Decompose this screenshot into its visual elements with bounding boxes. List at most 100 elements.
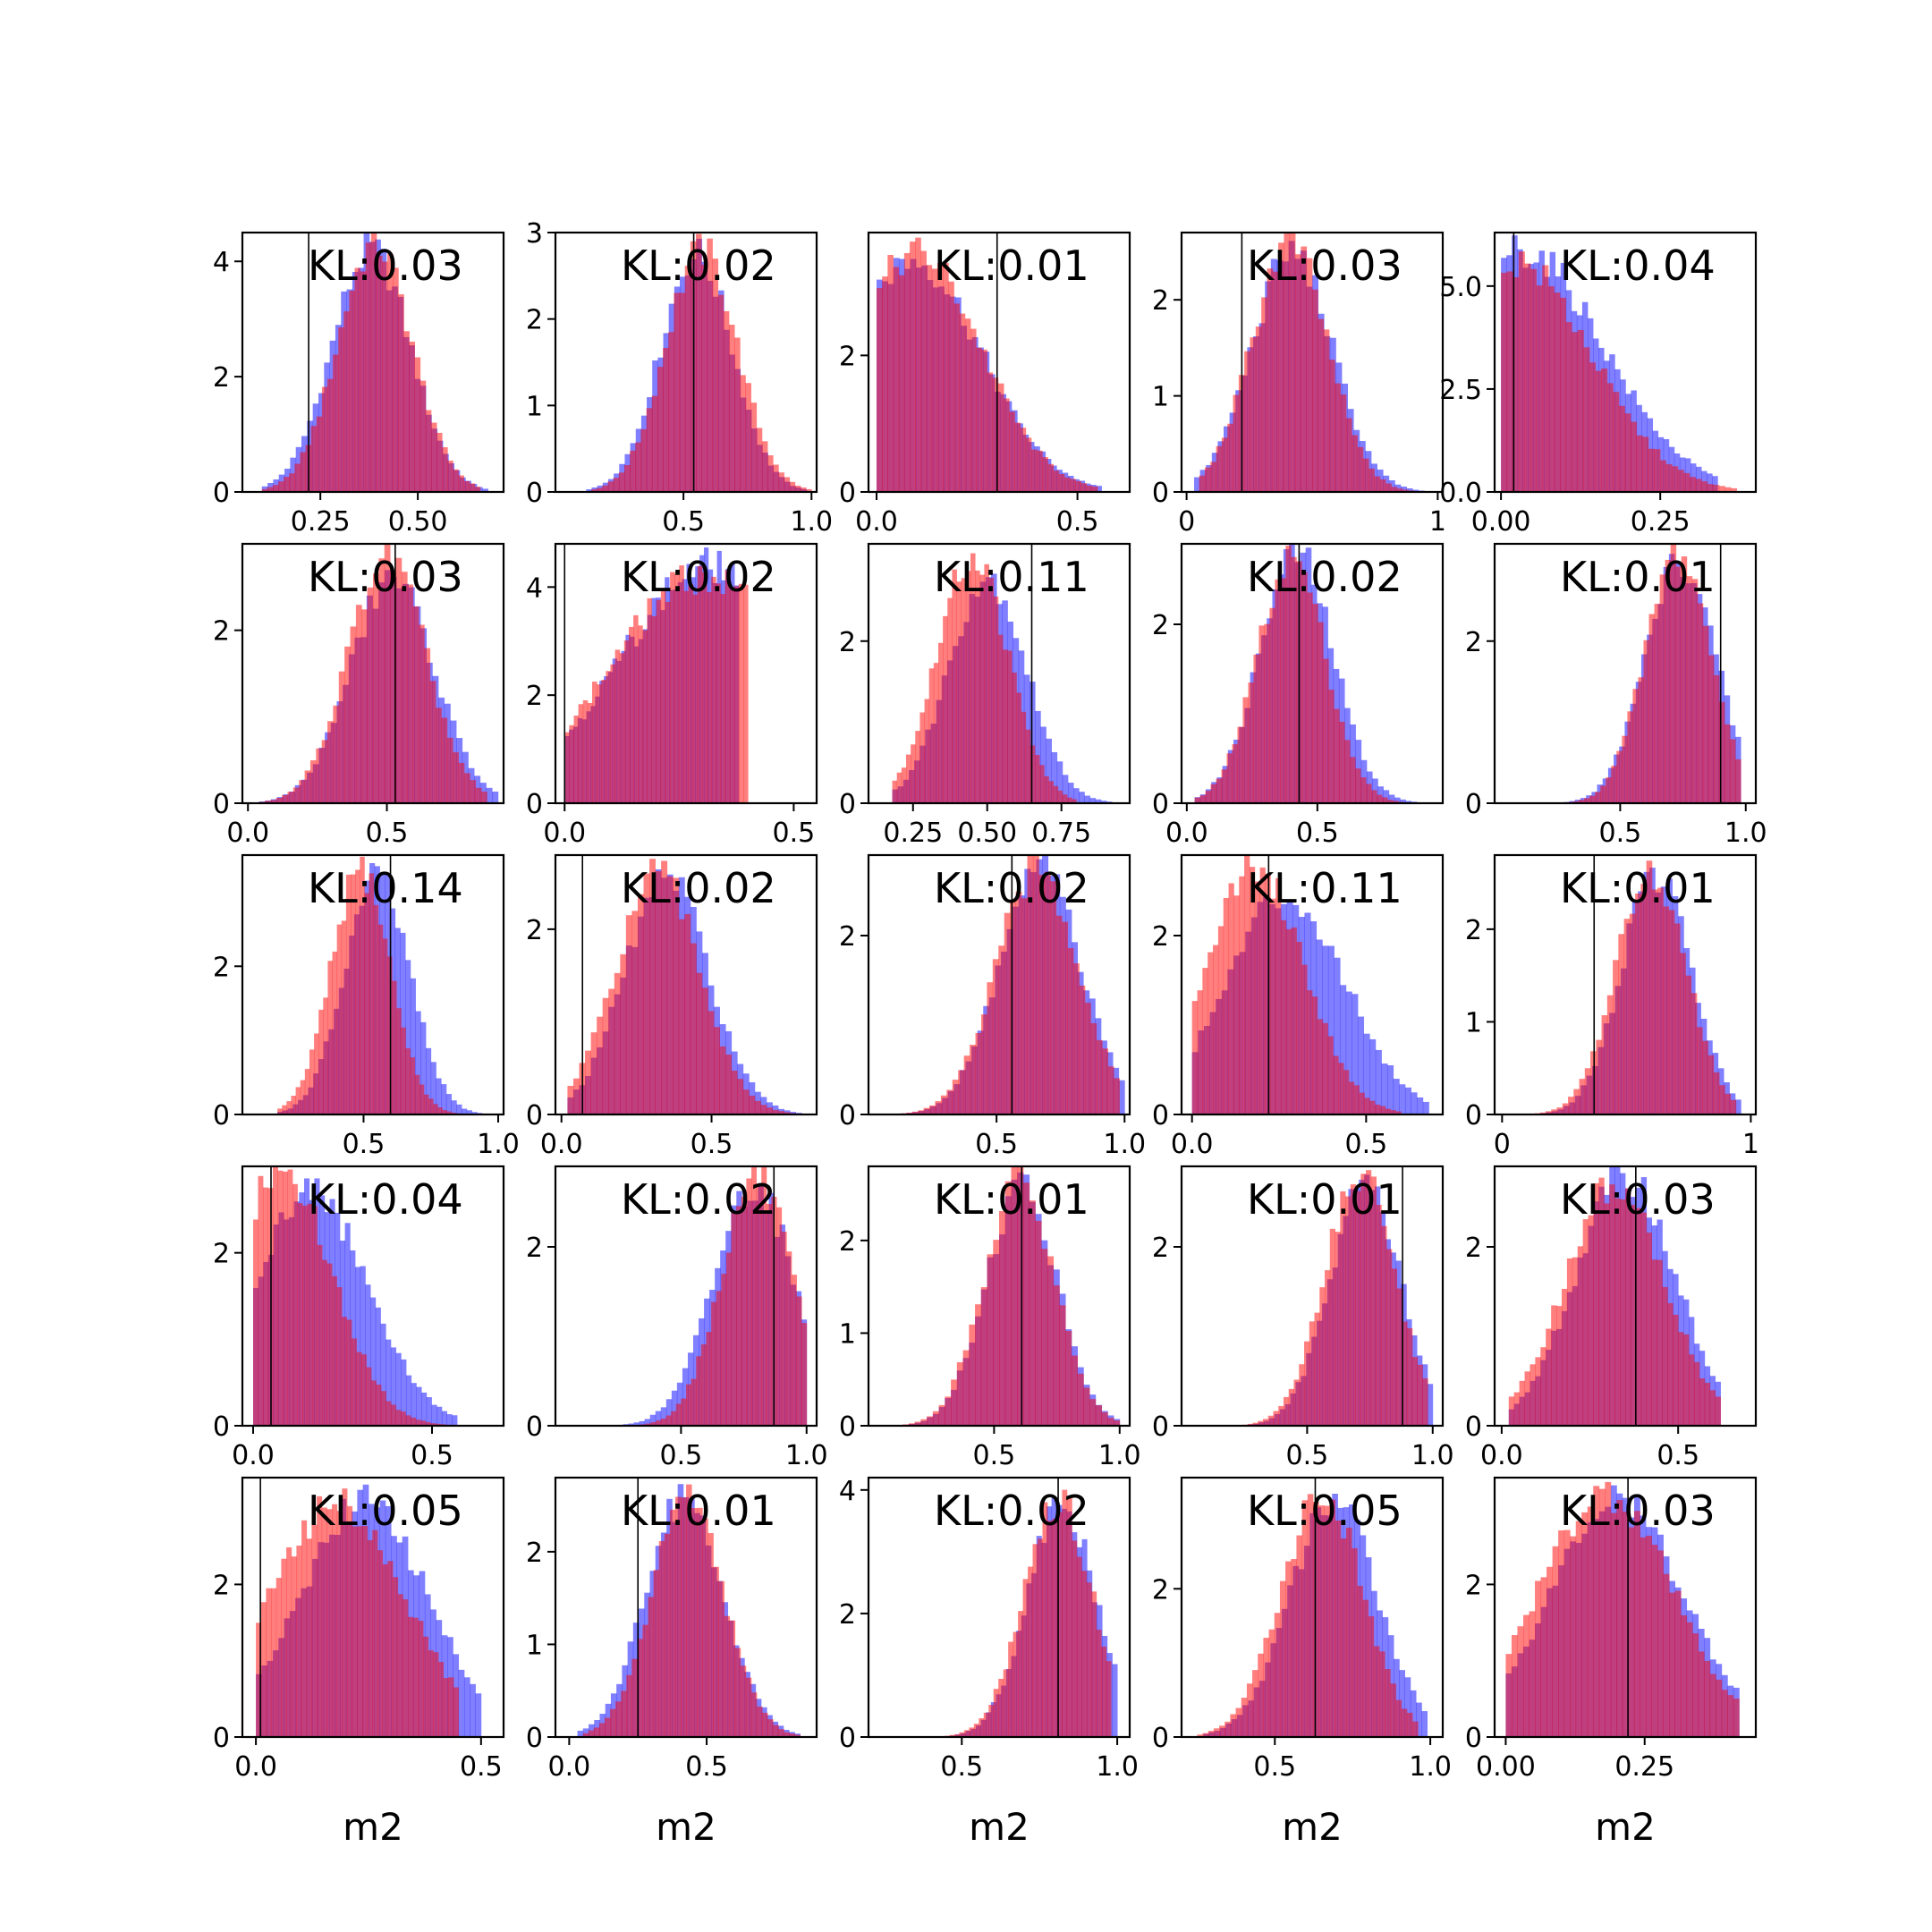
histogram-bar [1707, 484, 1714, 492]
histogram-bar [626, 1674, 632, 1737]
histogram-bar [433, 1104, 438, 1114]
histogram-bar [1208, 1731, 1215, 1737]
histogram-bar [1379, 1651, 1385, 1737]
histogram-bar [443, 1678, 449, 1737]
histogram-bar [382, 261, 388, 492]
histogram-bar [302, 1205, 308, 1426]
histogram-bar [317, 1496, 323, 1737]
histogram-bar [778, 1111, 784, 1114]
histogram-bar [1375, 1049, 1382, 1114]
histogram-bar [300, 452, 306, 492]
histogram-bar [1680, 953, 1686, 1114]
histogram-bar [1314, 1312, 1320, 1426]
histogram-bar [1242, 697, 1249, 803]
y-tick-label: 2 [526, 915, 543, 946]
histogram-bar [1388, 794, 1395, 803]
histogram-bar [684, 913, 691, 1114]
histogram-bar [1394, 1658, 1400, 1737]
y-tick-label: 2 [526, 681, 543, 712]
histogram-bar [1227, 423, 1233, 492]
kl-annotation: KL:0.01 [1560, 553, 1716, 601]
histogram-bar [1709, 1674, 1716, 1737]
histogram-bar [326, 1509, 333, 1737]
histogram-bar [1627, 711, 1633, 803]
histogram-bar [1107, 1066, 1114, 1114]
histogram-bar [471, 1112, 478, 1114]
histogram-bar [1348, 1081, 1355, 1114]
histogram-bar [1579, 800, 1585, 803]
histogram-bar [591, 682, 597, 803]
histogram-bar [1062, 794, 1068, 803]
histogram-bar [442, 1110, 447, 1114]
histogram-bar [405, 1415, 411, 1426]
histogram-bar [1385, 1108, 1391, 1114]
histogram-bar [610, 664, 615, 803]
x-tick-label: 0.5 [1296, 818, 1339, 849]
histogram-bar [1213, 1728, 1220, 1737]
histogram-bar [284, 477, 290, 492]
histogram-bar [684, 266, 691, 492]
histogram-bar [1340, 1538, 1347, 1737]
histogram-bar [294, 463, 301, 492]
histogram-bar [1278, 1405, 1284, 1426]
histogram-bar [1008, 1641, 1014, 1737]
series-red [915, 1489, 1112, 1737]
histogram-bar [1640, 884, 1648, 1114]
histogram-bar [258, 1175, 264, 1426]
histogram-bar [402, 1599, 409, 1737]
histogram-bar [382, 938, 388, 1114]
histogram-bar [1546, 1328, 1552, 1426]
histogram-bar [1253, 654, 1259, 803]
x-tick-label: 0.0 [226, 818, 269, 849]
histogram-bar [679, 292, 686, 492]
y-tick-label: 0 [1465, 789, 1482, 820]
histogram-bar [898, 275, 905, 492]
y-tick-label: 2.5 [1439, 375, 1482, 406]
histogram-bar [386, 1401, 392, 1426]
subplot-17: 0 2 0.5 1.0 KL:0.02 [526, 1165, 828, 1471]
histogram-bar [1070, 479, 1076, 492]
histogram-bar [1616, 750, 1623, 803]
histogram-bar [887, 254, 894, 492]
x-tick-label: 1 [1742, 1129, 1759, 1160]
x-tick-label: 0.0 [540, 1129, 583, 1160]
histogram-bar [360, 856, 365, 1114]
histogram-bar [790, 1112, 797, 1114]
histogram-bar [1632, 689, 1639, 803]
histogram-bar [1524, 263, 1531, 492]
histogram-bar [655, 1411, 662, 1426]
y-tick-label: 1 [526, 1630, 543, 1661]
histogram-bar [651, 395, 658, 492]
kl-annotation: KL:0.05 [308, 1487, 463, 1535]
histogram-bar [1095, 1405, 1102, 1426]
histogram-bar [741, 1196, 747, 1426]
histogram-bar [492, 792, 499, 803]
histogram-bar [1659, 574, 1666, 803]
histogram-bar [446, 737, 453, 803]
histogram-bar [1264, 623, 1270, 803]
histogram-bar [1371, 790, 1377, 803]
histogram-bar [924, 699, 930, 803]
histogram-bar [1657, 1550, 1664, 1737]
histogram-bar [1654, 449, 1661, 492]
histogram-bar [1536, 285, 1543, 492]
histogram-bar [1657, 1259, 1663, 1426]
y-tick-label: 2 [526, 1233, 543, 1264]
histogram-bar [959, 313, 966, 492]
histogram-bar [321, 1507, 327, 1737]
histogram-bar [364, 893, 369, 1114]
histogram-bar [1422, 1101, 1429, 1114]
histogram-bar [1396, 488, 1403, 492]
histogram-bar [1734, 1099, 1741, 1114]
histogram-bar [1724, 724, 1731, 803]
histogram-bar [1560, 297, 1566, 492]
histogram-bar [979, 1718, 985, 1737]
histogram-bar [970, 328, 977, 492]
histogram-bar [1638, 677, 1644, 803]
histogram-bar [655, 870, 662, 1114]
histogram-bar [277, 1170, 284, 1426]
histogram-bar [666, 876, 674, 1114]
axes-frame [1180, 1165, 1445, 1428]
histogram-bar [408, 1616, 414, 1737]
histogram-bar [410, 1057, 416, 1114]
